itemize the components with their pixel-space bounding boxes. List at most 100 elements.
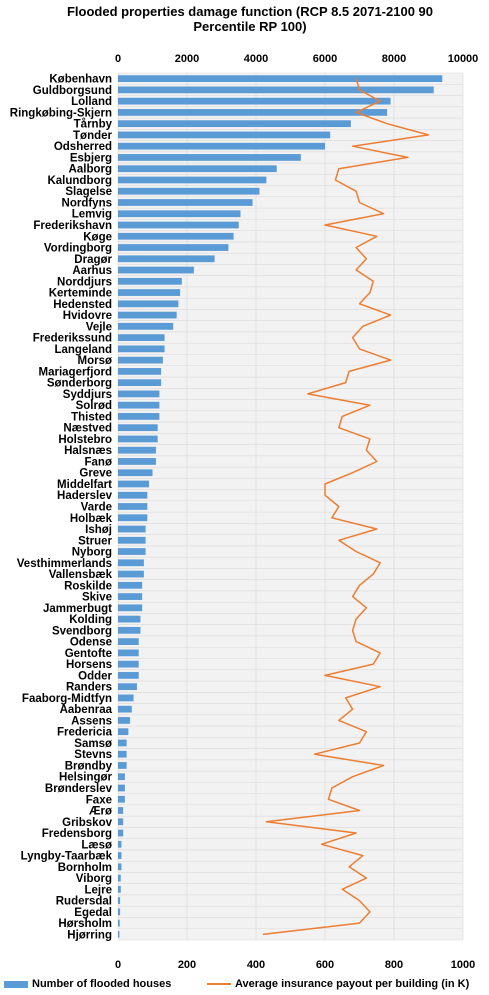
category-label: Syddjurs	[63, 389, 112, 401]
bar	[118, 593, 143, 600]
bar	[118, 300, 179, 308]
legend-label-line: Average insurance payout per building (i…	[235, 978, 470, 990]
bar	[118, 469, 153, 477]
bar	[118, 514, 148, 522]
category-label: Lolland	[71, 96, 112, 108]
category-label: Helsingør	[59, 772, 113, 784]
bar	[118, 705, 132, 713]
bar	[118, 480, 150, 488]
category-label: Faaborg-Midtfyn	[22, 693, 112, 705]
bar	[118, 739, 127, 747]
legend-item-line: Average insurance payout per building (i…	[207, 978, 469, 990]
bar	[118, 458, 156, 465]
category-label: Stevns	[74, 749, 112, 761]
top-axis-tick-label: 10000	[448, 53, 479, 65]
bar	[118, 255, 215, 263]
bar	[118, 446, 156, 454]
category-label: Roskilde	[64, 580, 112, 592]
bar	[118, 176, 267, 184]
category-label: Slagelse	[65, 186, 112, 198]
category-label: Nyborg	[72, 547, 112, 559]
plot-area	[118, 73, 463, 940]
category-label: Thisted	[71, 411, 112, 423]
bar	[118, 232, 234, 240]
bottom-axis-tick-label: 0	[115, 959, 121, 971]
category-label: Læsø	[81, 839, 112, 851]
bar	[118, 503, 148, 510]
bar	[118, 413, 160, 420]
bar	[118, 750, 127, 758]
bar	[118, 626, 141, 634]
category-label: Assens	[71, 715, 112, 727]
category-label: Samsø	[74, 738, 112, 750]
category-label: Køge	[83, 231, 112, 243]
category-label: Nordfyns	[62, 197, 112, 209]
top-axis-tick-label: 8000	[382, 53, 406, 65]
bar	[118, 773, 125, 781]
bar	[118, 221, 239, 229]
bar	[118, 379, 162, 387]
category-label: Hedensted	[53, 299, 112, 311]
category-label: Jammerbugt	[43, 603, 112, 615]
category-label: Morsø	[78, 355, 113, 367]
category-label: Struer	[78, 535, 112, 547]
category-label: Horsens	[66, 659, 112, 671]
bar	[118, 908, 121, 916]
bar	[118, 525, 146, 533]
legend-swatch-bars	[4, 980, 28, 988]
legend-label-bars: Number of flooded houses	[32, 978, 172, 990]
category-label: Sønderborg	[47, 378, 112, 390]
bar	[118, 930, 120, 938]
top-axis-tick-label: 2000	[175, 53, 199, 65]
bar	[118, 435, 158, 443]
bar	[118, 390, 160, 398]
category-label: Randers	[66, 682, 112, 694]
category-label: Frederikshavn	[33, 220, 112, 232]
category-label: Esbjerg	[70, 152, 112, 164]
bar	[118, 897, 121, 904]
category-label: Ærø	[89, 806, 112, 818]
category-label: Halsnæs	[64, 445, 112, 457]
bar	[118, 311, 177, 319]
bar	[118, 368, 162, 375]
bar	[118, 863, 122, 871]
legend: Number of flooded houses Average insuran…	[0, 976, 489, 994]
bar	[118, 638, 139, 645]
bar	[118, 424, 158, 432]
legend-swatch-line	[207, 983, 231, 985]
bar	[118, 784, 125, 792]
category-label: Viborg	[76, 873, 112, 885]
category-label: Kolding	[69, 614, 112, 626]
bar	[118, 277, 182, 285]
bar	[118, 345, 165, 353]
bottom-axis-tick-label: 200	[178, 959, 196, 971]
top-axis-tick-label: 0	[115, 53, 121, 65]
category-label: Vejle	[86, 321, 112, 333]
category-label: Greve	[79, 468, 112, 480]
category-label: Egedal	[74, 907, 112, 919]
bar	[118, 919, 120, 927]
bar	[118, 210, 241, 218]
bar	[118, 109, 388, 116]
bar	[118, 672, 139, 679]
bar	[118, 683, 137, 691]
bar	[118, 570, 144, 578]
bottom-axis-tick-label: 800	[385, 959, 403, 971]
category-label: Kalundborg	[47, 175, 112, 187]
category-label: København	[49, 74, 112, 86]
category-label: Varde	[81, 502, 112, 514]
category-label: Gribskov	[62, 817, 112, 829]
category-label: Hjørring	[67, 929, 112, 941]
category-label: Aalborg	[69, 164, 112, 176]
bar	[118, 199, 253, 206]
bar	[118, 86, 434, 94]
category-label: Lejre	[85, 884, 113, 896]
category-label: Ishøj	[85, 524, 112, 536]
category-label: Middelfart	[57, 479, 112, 491]
category-label: Aabenraa	[60, 704, 113, 716]
line-series-payout	[262, 78, 430, 936]
bar	[118, 717, 131, 724]
bar	[118, 649, 139, 657]
category-label: Skive	[82, 592, 112, 604]
bar	[118, 120, 351, 128]
